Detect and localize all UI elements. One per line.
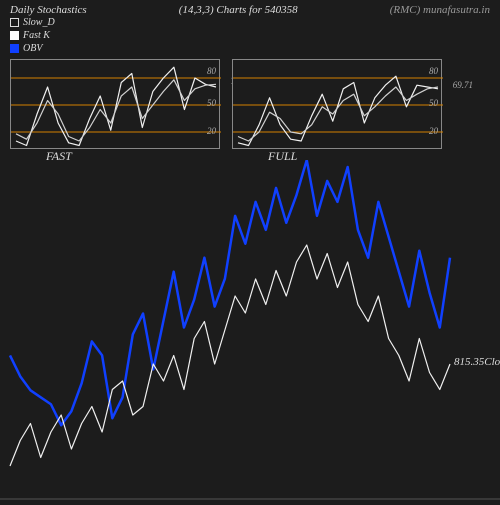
mini-full-tick-20: 20: [429, 126, 438, 136]
mini-full-tick-50: 50: [429, 98, 438, 108]
chart-params: (14,3,3) Charts for 540358: [179, 4, 298, 16]
mini-chart-fast-svg: [11, 60, 221, 150]
mini-chart-full: FULL 80 50 20 69.71: [232, 59, 442, 149]
mini-fast-tick-80: 80: [207, 66, 216, 76]
legend-label-obv: OBV: [23, 42, 42, 55]
legend-label-fast-k: Fast K: [23, 29, 50, 42]
mini-chart-full-svg: [233, 60, 443, 150]
legend: Slow_D Fast K OBV: [0, 16, 500, 59]
legend-swatch-obv: [10, 44, 19, 53]
chart-source: (RMC) munafasutra.in: [390, 4, 490, 16]
mini-chart-fast: FAST 80 50 20 72.85: [10, 59, 220, 149]
legend-swatch-fast-k: [10, 31, 19, 40]
mini-full-tick-80: 80: [429, 66, 438, 76]
main-chart-svg: [0, 160, 500, 500]
legend-swatch-slow-d: [10, 18, 19, 27]
mini-fast-tick-20: 20: [207, 126, 216, 136]
mini-full-value: 69.71: [453, 80, 473, 90]
mini-fast-tick-50: 50: [207, 98, 216, 108]
main-chart: 815.35Close: [0, 160, 500, 500]
close-label: 815.35Close: [454, 356, 500, 368]
chart-title: Daily Stochastics: [10, 4, 87, 16]
legend-label-slow-d: Slow_D: [23, 16, 55, 29]
